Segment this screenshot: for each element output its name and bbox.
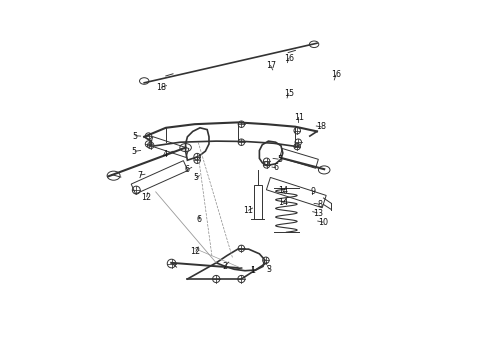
Text: 12: 12 bbox=[141, 193, 151, 202]
Text: 18: 18 bbox=[317, 122, 326, 131]
Text: 6: 6 bbox=[274, 163, 279, 172]
Text: 1: 1 bbox=[250, 266, 255, 275]
Text: 14: 14 bbox=[278, 198, 289, 207]
Text: 11: 11 bbox=[294, 113, 304, 122]
Bar bbox=[254, 184, 262, 219]
Text: 6: 6 bbox=[196, 215, 201, 224]
Text: 16: 16 bbox=[331, 71, 342, 80]
Text: 11: 11 bbox=[243, 206, 253, 215]
Text: 13: 13 bbox=[313, 209, 323, 217]
Text: 15: 15 bbox=[284, 89, 294, 98]
Text: 8: 8 bbox=[318, 200, 322, 209]
Text: 5: 5 bbox=[132, 132, 137, 141]
Text: 14: 14 bbox=[278, 186, 289, 195]
Text: 2: 2 bbox=[222, 262, 227, 271]
Text: 5: 5 bbox=[277, 155, 282, 163]
Text: 9: 9 bbox=[310, 187, 315, 196]
Text: 10: 10 bbox=[318, 218, 328, 227]
Text: 6: 6 bbox=[185, 165, 190, 174]
Text: 18: 18 bbox=[156, 83, 166, 92]
Text: 7: 7 bbox=[137, 171, 142, 180]
Text: 5: 5 bbox=[193, 174, 198, 183]
Text: 16: 16 bbox=[284, 54, 294, 63]
Text: 5: 5 bbox=[131, 148, 136, 157]
Text: 4: 4 bbox=[163, 150, 168, 159]
Text: 3: 3 bbox=[267, 266, 271, 275]
Text: 12: 12 bbox=[190, 248, 200, 256]
Text: 17: 17 bbox=[266, 61, 276, 70]
